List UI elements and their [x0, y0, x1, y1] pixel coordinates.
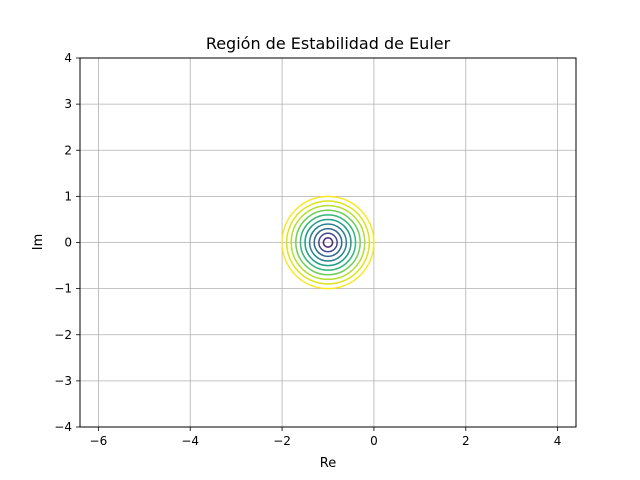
- x-axis-label: Re: [320, 456, 336, 471]
- contour-level-0.7: [295, 209, 361, 276]
- contour-level-0.1: [322, 237, 334, 248]
- y-tick-label-6: 2: [64, 143, 72, 157]
- y-tick-label-0: −4: [54, 420, 72, 434]
- contour-level-0.8: [290, 204, 366, 281]
- contour-level-0.2: [318, 232, 338, 253]
- contour-level-0.5: [304, 218, 352, 267]
- y-tick-label-4: 0: [64, 236, 72, 250]
- y-tick-label-1: −3: [54, 374, 72, 388]
- x-tick-label-4: 2: [462, 434, 470, 448]
- contour-level-0.9: [285, 200, 371, 285]
- x-tick-label-1: −4: [181, 434, 199, 448]
- x-tick-label-5: 4: [554, 434, 562, 448]
- x-tick-label-0: −6: [90, 434, 108, 448]
- x-tick-label-2: −2: [273, 434, 291, 448]
- contour-level-0.6: [299, 214, 357, 271]
- contour-level-0.3: [313, 227, 343, 258]
- chart-title: Región de Estabilidad de Euler: [206, 34, 451, 53]
- x-tick-label-3: 0: [370, 434, 378, 448]
- y-tick-label-3: −1: [54, 282, 72, 296]
- y-tick-label-7: 3: [64, 97, 72, 111]
- plot-area: −6 −4 −2 0 2 4 −4 −3 −2 −1 0 1 2 3 4: [54, 51, 577, 448]
- y-tick-label-8: 4: [64, 51, 72, 65]
- contour-level-1: [281, 195, 375, 290]
- y-tick-label-5: 1: [64, 189, 72, 203]
- y-axis-label: Im: [31, 234, 46, 251]
- y-tick-label-2: −2: [54, 328, 72, 342]
- contour-level-0.4: [308, 223, 348, 262]
